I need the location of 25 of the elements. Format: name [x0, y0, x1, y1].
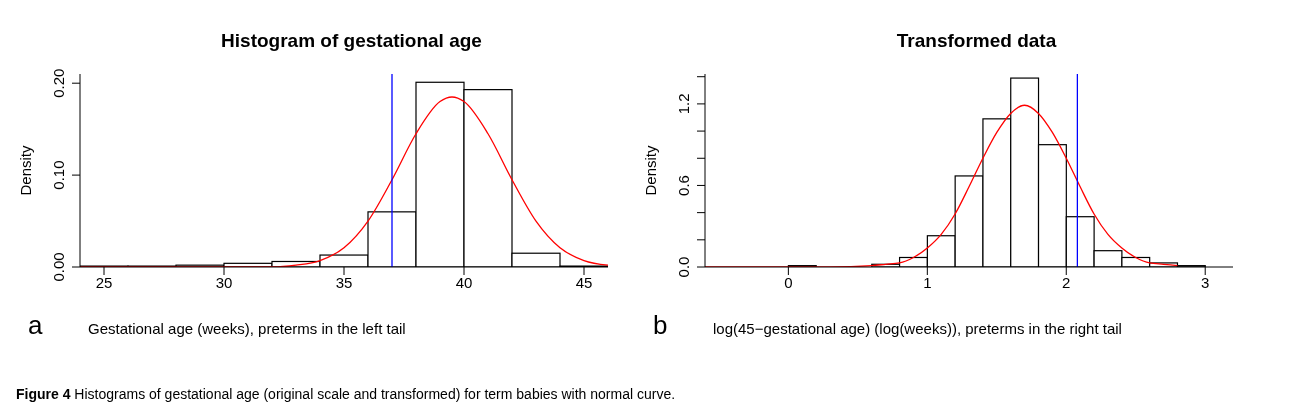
x-axis-title: Gestational age (weeks), preterms in the left tail — [88, 320, 406, 337]
x-axis-title: log(45−gestational age) (log(weeks)), preterms in the right tail — [713, 320, 1122, 337]
y-tick-label: 1.2 — [675, 93, 692, 115]
chart-title: Transformed data — [895, 30, 1058, 53]
y-tick-label: 0.20 — [50, 68, 67, 98]
caption: Figure 4 — [16, 386, 71, 402]
x-tick-label: 30 — [215, 273, 233, 291]
x-tick-label: 35 — [335, 273, 353, 291]
x-tick-label: 0 — [784, 273, 793, 291]
text: a — [28, 310, 44, 341]
x-tick-label: 3 — [1201, 273, 1210, 291]
x-tick-label: 2 — [1062, 273, 1071, 291]
x-tick-label: 1 — [923, 273, 932, 291]
y-tick-label: 0.6 — [675, 175, 692, 196]
chart-title: Histogram of gestational age — [220, 30, 483, 53]
y-axis-title: Density — [642, 145, 660, 196]
x-tick-label: 25 — [95, 273, 113, 291]
x-tick-label: 45 — [575, 273, 593, 291]
y-tick-label: 0.10 — [50, 160, 67, 190]
y-tick-label: 0.0 — [675, 256, 692, 278]
y-axis-title: Density — [17, 145, 35, 196]
text: Histograms of gestational age (original scale and transformed) for term babies with normal curve. — [74, 386, 676, 402]
x-tick-label: 40 — [455, 273, 473, 291]
y-tick-label: 0.00 — [50, 252, 67, 282]
text: b — [653, 310, 669, 341]
